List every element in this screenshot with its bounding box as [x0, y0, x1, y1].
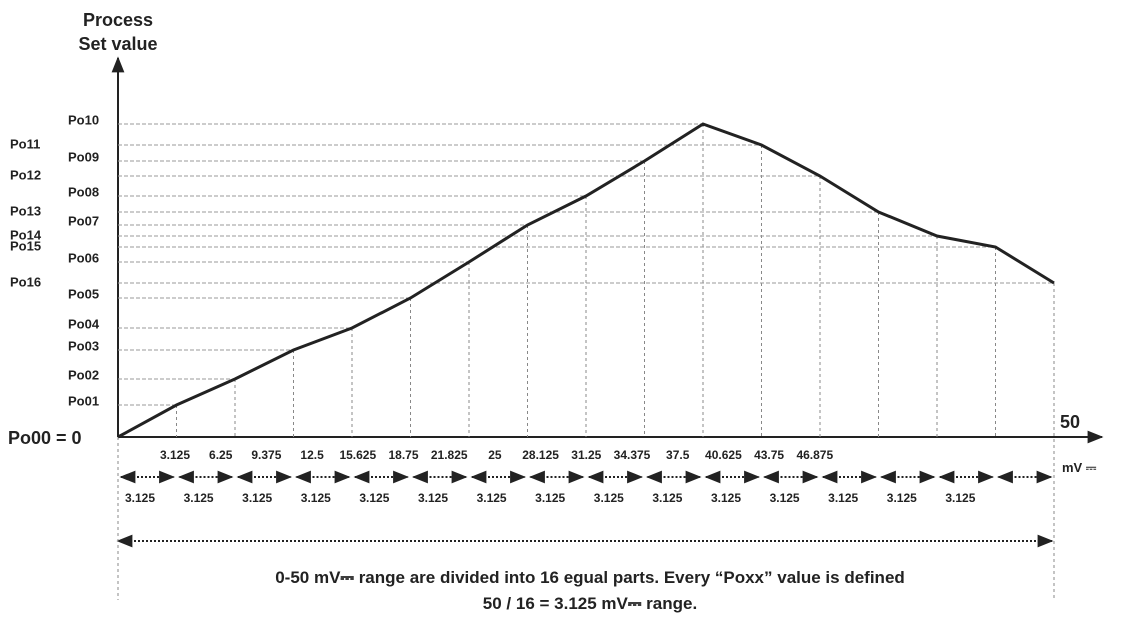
- level-label: Po01: [68, 393, 99, 408]
- segment-label: 3.125: [945, 491, 975, 505]
- segment-label: 3.125: [887, 491, 917, 505]
- segment-label: 3.125: [301, 491, 331, 505]
- level-label: Po10: [68, 112, 99, 127]
- x-label: 15.625: [339, 448, 376, 462]
- segment-label: 3.125: [125, 491, 155, 505]
- x-label: 18.75: [388, 448, 418, 462]
- segment-label: 3.125: [242, 491, 272, 505]
- x-unit: mV ⎓: [1062, 460, 1097, 475]
- level-label: Po09: [68, 149, 99, 164]
- level-label: Po16: [10, 274, 41, 289]
- level-label: Po03: [68, 338, 99, 353]
- segment-label: 3.125: [418, 491, 448, 505]
- note: 0-50 mV⎓ range are divided into 16 egual…: [275, 568, 905, 587]
- note: 50 / 16 = 3.125 mV⎓ range.: [483, 594, 697, 613]
- x-label: 40.625: [705, 448, 742, 462]
- x-label: 12.5: [300, 448, 324, 462]
- process-line: [117, 122, 1055, 439]
- x-label: 43.75: [754, 448, 784, 462]
- level-label: Po06: [68, 250, 99, 265]
- level-label: Po13: [10, 203, 41, 218]
- x-label: 9.375: [251, 448, 281, 462]
- origin-label: Po00 = 0: [8, 428, 82, 448]
- x-label: 3.125: [160, 448, 190, 462]
- segment-label: 3.125: [184, 491, 214, 505]
- axis-title: Process: [83, 10, 153, 30]
- segment-label: 3.125: [594, 491, 624, 505]
- segment-label: 3.125: [359, 491, 389, 505]
- level-label: Po11: [10, 136, 40, 151]
- segment-label: 3.125: [770, 491, 800, 505]
- level-label: Po02: [68, 367, 99, 382]
- segment-label: 3.125: [535, 491, 565, 505]
- x-label: 21.825: [431, 448, 468, 462]
- segment-label: 3.125: [711, 491, 741, 505]
- level-label: Po08: [68, 184, 99, 199]
- level-label: Po12: [10, 167, 41, 182]
- segment-label: 3.125: [828, 491, 858, 505]
- x-label: 31.25: [571, 448, 601, 462]
- x-end-label: 50: [1060, 412, 1080, 432]
- level-label: Po14: [10, 227, 42, 242]
- level-label: Po05: [68, 286, 99, 301]
- x-label: 37.5: [666, 448, 690, 462]
- x-label: 46.875: [796, 448, 833, 462]
- axis-title: Set value: [78, 34, 157, 54]
- segment-label: 3.125: [652, 491, 682, 505]
- x-label: 25: [488, 448, 502, 462]
- level-label: Po04: [68, 316, 100, 331]
- segment-label: 3.125: [477, 491, 507, 505]
- x-label: 34.375: [614, 448, 651, 462]
- x-label: 6.25: [209, 448, 233, 462]
- level-label: Po15: [10, 238, 41, 253]
- level-label: Po07: [68, 213, 99, 228]
- x-label: 28.125: [522, 448, 559, 462]
- plot: Po01 Po02 Po03 Po04 Po05 Po06 Po07 Po08 Po09 Po10…: [10, 112, 1055, 600]
